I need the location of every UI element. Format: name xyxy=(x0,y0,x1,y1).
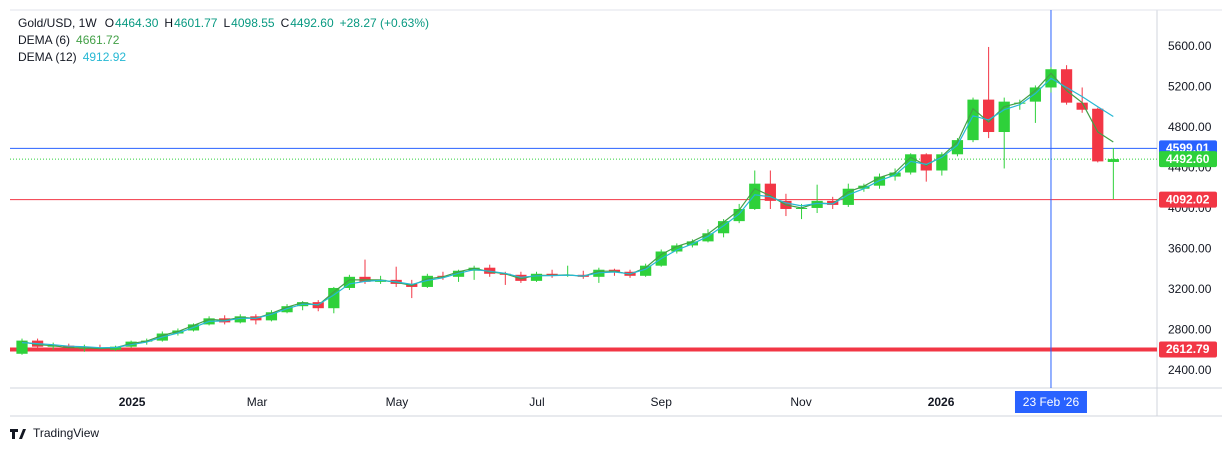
brand-name: TradingView xyxy=(33,426,99,440)
legend-ohlc-value: 4464.30 xyxy=(115,16,159,30)
legend-ohlc-label: C xyxy=(281,16,290,30)
price-label: 2612.79 xyxy=(1166,342,1210,356)
price-label-box xyxy=(1159,191,1217,208)
candle-body xyxy=(983,99,995,133)
candle-body xyxy=(858,185,870,189)
candle-body xyxy=(842,188,854,205)
legend-series-value: 4661.72 xyxy=(76,33,120,47)
x-tick-label: Nov xyxy=(790,395,811,409)
candle-body xyxy=(343,276,356,288)
price-label: 4092.02 xyxy=(1166,192,1210,206)
candle-body xyxy=(717,221,730,234)
candle-body xyxy=(530,273,543,281)
x-tick-label: 2025 xyxy=(119,395,146,409)
legend-ohlc-label: H xyxy=(164,16,173,30)
candle-body xyxy=(16,340,28,354)
legend-series-name: DEMA (6) xyxy=(18,33,70,47)
candle-body xyxy=(328,287,340,309)
y-tick-label: 3600.00 xyxy=(1168,242,1212,256)
y-tick-label: 3200.00 xyxy=(1168,282,1212,296)
candle-body xyxy=(905,154,917,173)
y-tick-label: 2800.00 xyxy=(1168,323,1212,337)
y-tick-label: 2400.00 xyxy=(1168,363,1212,377)
legend-ohlc-label: O xyxy=(105,16,114,30)
candle-body xyxy=(1107,159,1119,162)
y-tick-label: 4800.00 xyxy=(1168,120,1212,134)
candle-body xyxy=(1029,87,1042,102)
candle-body xyxy=(234,316,246,323)
x-tick-label: Sep xyxy=(651,395,673,409)
brand-logo xyxy=(10,429,26,439)
candle-body xyxy=(998,101,1010,133)
candle-body xyxy=(920,154,932,171)
candle-body xyxy=(733,208,745,222)
candle-body xyxy=(671,245,683,252)
x-tick-label: Jul xyxy=(529,395,544,409)
candle-body xyxy=(811,200,823,208)
candle-body xyxy=(1076,102,1088,110)
candle-body xyxy=(1060,69,1073,103)
candle-body xyxy=(640,265,652,276)
x-tick-label: May xyxy=(386,395,409,409)
y-tick-label: 5200.00 xyxy=(1168,80,1212,94)
candle-body xyxy=(967,99,979,141)
candle-body xyxy=(265,312,278,321)
x-tick-label: Mar xyxy=(247,395,268,409)
legend-ohlc-value: 4601.77 xyxy=(174,16,218,30)
candle-body xyxy=(749,183,761,209)
candle-body xyxy=(951,140,964,155)
plot: 2400.002800.003200.003600.004000.004400.… xyxy=(10,10,1217,413)
crosshair-label-box xyxy=(1014,391,1087,413)
price-label-box xyxy=(1159,341,1217,358)
legend-change: +28.27 (+0.63%) xyxy=(340,16,429,30)
candle-body xyxy=(764,183,776,201)
price-label-box xyxy=(1159,151,1217,168)
brand: TradingView xyxy=(10,426,99,440)
candle-body xyxy=(1092,108,1104,162)
legend-series-value: 4912.92 xyxy=(83,50,127,64)
candle-body xyxy=(421,275,433,287)
crosshair-label: 23 Feb '26 xyxy=(1023,395,1080,409)
indicator-line xyxy=(21,77,1114,349)
legend-ohlc-value: 4098.55 xyxy=(231,16,275,30)
legend-series-name: DEMA (12) xyxy=(18,50,77,64)
x-tick-label: 2026 xyxy=(928,395,955,409)
legend: Gold/USD, 1W O 4464.30 H 4601.77 L 4098.55 C 449… xyxy=(18,16,429,64)
legend-ohlc-value: 4492.60 xyxy=(290,16,334,30)
price-label: 4492.60 xyxy=(1166,152,1210,166)
candle-body xyxy=(827,200,839,205)
y-tick-label: 5600.00 xyxy=(1168,39,1212,53)
candle-body xyxy=(702,233,714,242)
legend-symbol: Gold/USD, 1W xyxy=(18,16,97,30)
legend-ohlc-label: L xyxy=(223,16,230,30)
candle-body xyxy=(936,154,948,171)
